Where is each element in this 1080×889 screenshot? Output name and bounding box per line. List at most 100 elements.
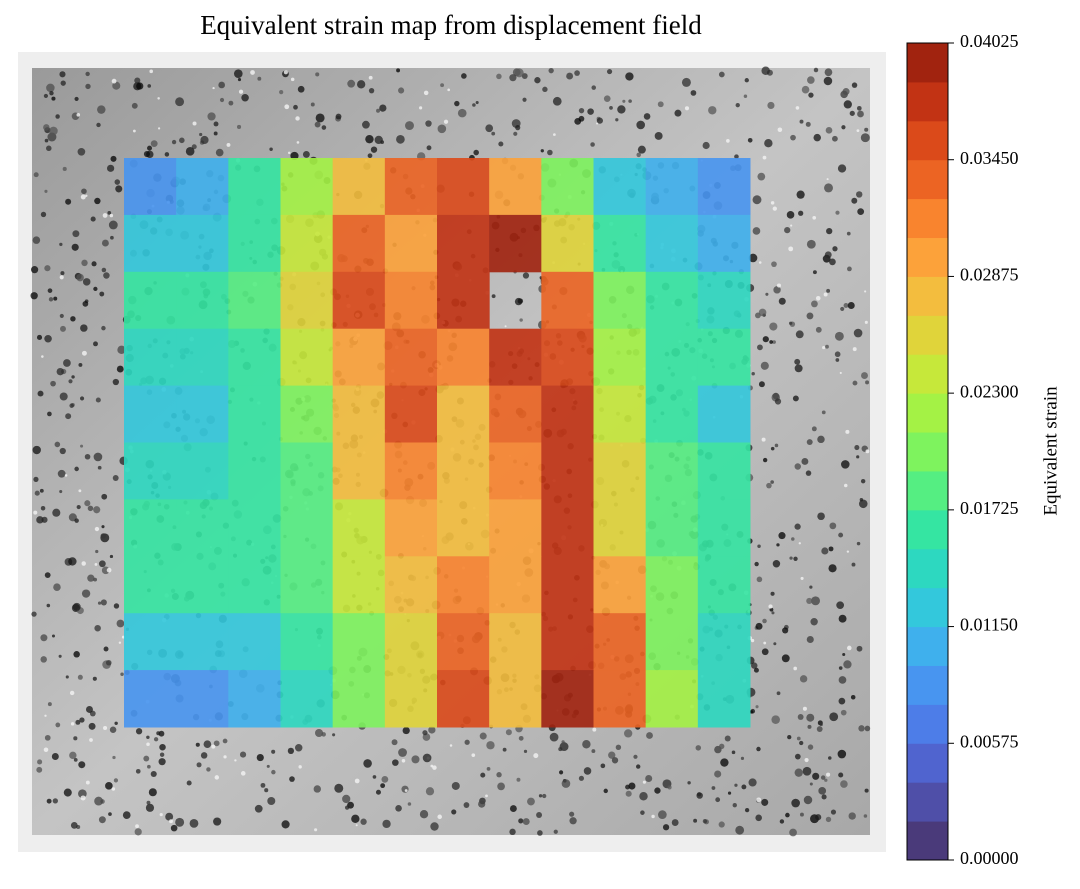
- speckle: [778, 532, 786, 540]
- speckle: [79, 396, 85, 401]
- speckle: [471, 753, 476, 758]
- speckle: [186, 780, 192, 786]
- speckle: [89, 738, 93, 742]
- speckle: [30, 292, 38, 300]
- speckle: [335, 113, 342, 120]
- speckle: [40, 634, 48, 642]
- heatmap-cell: [541, 442, 594, 500]
- speckle: [401, 785, 409, 793]
- speckle: [95, 397, 101, 403]
- heatmap-cell: [280, 385, 334, 443]
- speckle: [290, 77, 295, 82]
- speckle: [522, 272, 530, 279]
- heatmap-cell: [593, 385, 647, 443]
- speckle: [574, 70, 580, 76]
- speckle: [192, 121, 197, 126]
- speckle: [158, 758, 166, 766]
- speckle: [767, 101, 775, 109]
- heatmap-cell: [437, 613, 490, 671]
- speckle: [473, 149, 479, 156]
- speckle: [776, 283, 782, 288]
- colorbar-band: [907, 821, 948, 861]
- heatmap-cell: [228, 613, 281, 671]
- speckle: [81, 589, 91, 598]
- speckle: [113, 778, 119, 783]
- speckle: [569, 811, 575, 817]
- speckle: [213, 817, 222, 826]
- speckle: [752, 195, 762, 205]
- speckle: [74, 518, 79, 523]
- speckle: [395, 804, 402, 812]
- speckle: [109, 554, 114, 559]
- speckle: [73, 736, 78, 741]
- speckle: [44, 189, 48, 193]
- heatmap-cell: [697, 214, 751, 273]
- speckle: [271, 749, 276, 754]
- speckle: [558, 747, 563, 752]
- heatmap-cell: [489, 328, 542, 387]
- speckle: [815, 814, 822, 821]
- speckle: [566, 72, 574, 80]
- speckle: [85, 71, 90, 77]
- speckle: [513, 131, 518, 136]
- speckle: [797, 714, 804, 720]
- speckle: [496, 73, 502, 80]
- speckle: [758, 381, 765, 388]
- speckle: [625, 784, 630, 790]
- speckle: [33, 172, 39, 178]
- speckle: [370, 146, 378, 153]
- speckle: [81, 188, 87, 195]
- speckle: [99, 291, 105, 297]
- speckle: [53, 583, 61, 591]
- heatmap-cell: [228, 158, 281, 216]
- speckle: [734, 154, 739, 159]
- heatmap-cell: [645, 214, 699, 273]
- colorbar-band: [907, 782, 948, 822]
- speckle: [674, 109, 682, 117]
- speckle: [591, 749, 596, 753]
- speckle: [68, 513, 77, 522]
- speckle: [93, 341, 98, 347]
- speckle: [96, 122, 101, 128]
- speckle: [533, 753, 539, 759]
- colorbar-band: [907, 665, 948, 705]
- speckle: [195, 742, 200, 747]
- speckle: [43, 747, 49, 753]
- speckle: [87, 574, 95, 582]
- heatmap-cell: [228, 670, 281, 728]
- speckle: [864, 320, 868, 324]
- heatmap-cell: [280, 499, 334, 557]
- speckle: [690, 90, 697, 96]
- speckle: [289, 776, 295, 782]
- speckle: [53, 296, 58, 301]
- speckle: [857, 110, 864, 118]
- speckle: [295, 744, 303, 752]
- heatmap-cell: [124, 158, 177, 216]
- speckle: [175, 817, 185, 827]
- speckle: [44, 334, 52, 343]
- speckle: [693, 818, 698, 823]
- speckle: [823, 292, 828, 297]
- speckle: [392, 759, 399, 766]
- speckle: [112, 755, 116, 760]
- speckle: [799, 119, 804, 124]
- speckle: [561, 740, 565, 744]
- speckle: [49, 91, 54, 96]
- colorbar-tick-label: 0.02300: [960, 381, 1019, 401]
- speckle: [77, 674, 83, 680]
- speckle: [735, 102, 740, 108]
- speckle: [203, 740, 212, 748]
- speckle: [63, 359, 71, 367]
- speckle: [423, 90, 429, 96]
- speckle: [293, 104, 298, 110]
- speckle: [849, 110, 855, 116]
- heatmap-cell: [645, 271, 699, 330]
- speckle: [461, 73, 467, 79]
- speckle: [795, 106, 800, 110]
- speckle: [823, 76, 833, 86]
- speckle: [840, 709, 847, 716]
- speckle: [622, 99, 626, 103]
- speckle: [805, 470, 812, 476]
- speckle: [743, 94, 748, 98]
- speckle: [606, 69, 613, 75]
